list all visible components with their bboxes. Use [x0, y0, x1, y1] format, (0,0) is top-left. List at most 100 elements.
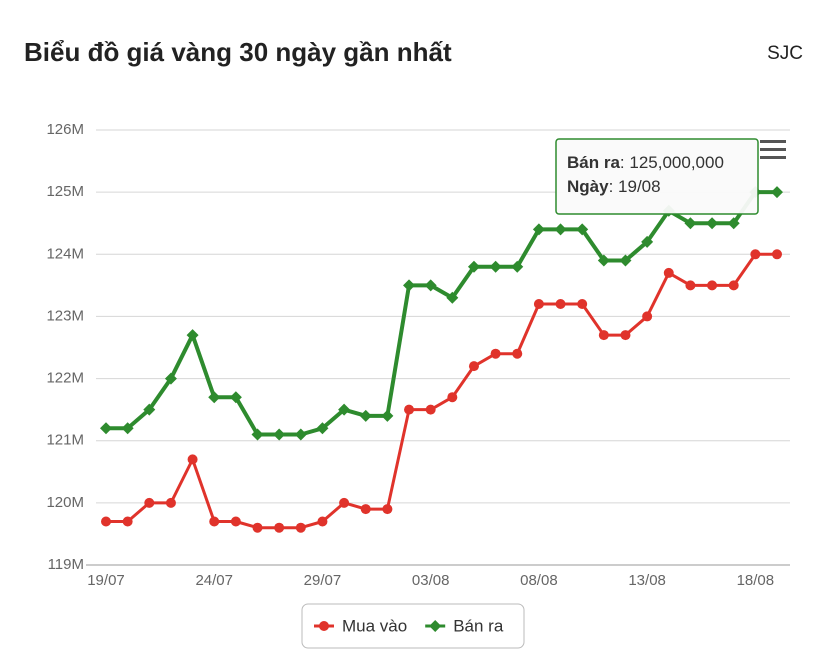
point — [512, 348, 523, 359]
point — [403, 279, 416, 292]
point — [597, 254, 610, 267]
y-tick-label: 123M — [46, 307, 84, 324]
legend-label: Mua vào — [342, 616, 407, 635]
y-tick-label: 121M — [46, 432, 84, 449]
legend: Mua vào Bán ra — [314, 616, 504, 635]
point — [620, 330, 631, 341]
x-tick-label: 18/08 — [737, 572, 775, 589]
point — [425, 404, 436, 415]
point — [316, 422, 329, 435]
point — [360, 504, 371, 515]
point — [533, 299, 544, 309]
point — [663, 267, 674, 278]
point — [467, 260, 480, 273]
point — [555, 299, 566, 309]
point — [554, 223, 567, 236]
tooltip-line: Bán ra: 125,000,000 — [567, 153, 724, 172]
tooltip-series: Bán ra — [567, 153, 620, 172]
point — [619, 254, 632, 267]
point — [727, 217, 740, 230]
tooltip-date-label: Ngày — [567, 177, 609, 196]
point — [750, 249, 761, 260]
x-tick-label: 03/08 — [412, 572, 450, 589]
x-tick-label: 29/07 — [304, 572, 342, 589]
tooltip-date: 19/08 — [618, 177, 661, 196]
series-line — [106, 190, 777, 437]
point — [489, 260, 502, 273]
tooltip-line: Ngày: 19/08 — [567, 177, 661, 196]
point — [144, 497, 155, 508]
tooltip-box — [555, 138, 759, 215]
point — [164, 372, 177, 385]
point — [382, 504, 393, 515]
y-tick-label: 122M — [46, 370, 84, 387]
point — [208, 391, 221, 404]
menu-button[interactable] — [760, 140, 786, 159]
point — [295, 522, 306, 533]
point — [641, 235, 654, 248]
point — [187, 454, 198, 465]
point — [121, 422, 134, 435]
point — [772, 249, 782, 260]
point — [143, 403, 156, 416]
menu-bar — [760, 148, 786, 151]
point — [273, 428, 286, 441]
point — [165, 497, 176, 508]
menu-bar — [760, 156, 786, 159]
point — [100, 422, 112, 435]
point — [771, 186, 783, 199]
point — [728, 280, 739, 291]
x-tick-label: 08/08 — [520, 572, 558, 589]
point — [294, 428, 307, 441]
x-tick-label: 24/07 — [195, 572, 233, 589]
point — [251, 428, 264, 441]
point — [685, 280, 696, 291]
legend-label: Bán ra — [453, 616, 504, 635]
y-tick-label: 125M — [46, 183, 84, 200]
point — [230, 516, 241, 527]
point — [252, 522, 263, 533]
plot-area: 119M 120M 121M 122M 123M 124M 125M 126M 19/07 24/… — [46, 121, 790, 589]
chart-title: Biểu đồ giá vàng 30 ngày gần nhất — [24, 37, 452, 67]
point — [229, 391, 242, 404]
point — [381, 409, 394, 422]
point — [122, 516, 133, 527]
tooltip: Bán ra: 125,000,000 Ngày: 19/08 — [555, 138, 759, 215]
point — [317, 516, 328, 527]
y-tick-label: 120M — [46, 494, 84, 511]
x-tick-label: 13/08 — [628, 572, 666, 589]
point — [684, 217, 697, 230]
point — [359, 409, 372, 422]
point — [598, 330, 609, 341]
point — [424, 279, 437, 292]
point — [511, 260, 524, 273]
legend-box — [301, 603, 525, 649]
point — [101, 516, 111, 527]
point — [707, 280, 718, 291]
point — [339, 497, 350, 508]
x-tick-label: 19/07 — [87, 572, 125, 589]
point — [338, 403, 351, 416]
legend-marker — [429, 620, 442, 632]
point — [706, 217, 719, 230]
point — [532, 223, 545, 236]
point — [404, 404, 415, 415]
series-line — [106, 252, 777, 530]
legend-marker — [319, 621, 329, 631]
point — [209, 516, 220, 527]
point — [577, 299, 588, 309]
point — [274, 522, 285, 533]
y-tick-label: 119M — [48, 556, 84, 573]
point — [576, 223, 589, 236]
menu-bar — [760, 140, 786, 143]
point — [490, 348, 501, 359]
legend-item[interactable]: Bán ra — [425, 616, 504, 635]
legend-item[interactable]: Mua vào — [314, 616, 407, 635]
point — [642, 311, 653, 322]
point — [468, 361, 479, 372]
point — [186, 329, 199, 342]
y-tick-label: 124M — [46, 245, 84, 262]
source: SJC — [767, 43, 803, 64]
